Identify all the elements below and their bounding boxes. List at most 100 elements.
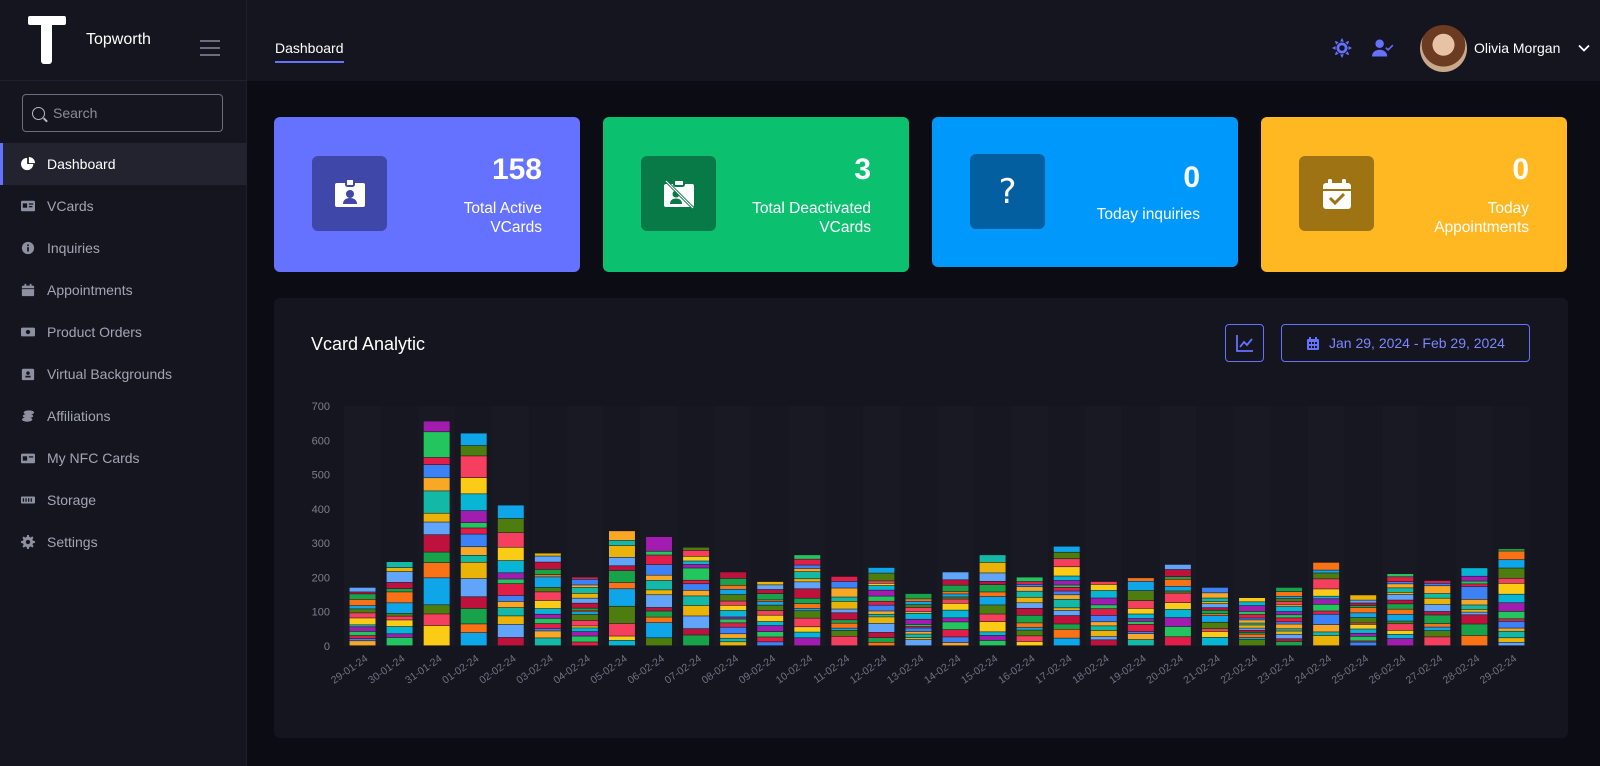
stat-card-today-inquiries[interactable]: ? 0 Today inquiries xyxy=(932,117,1238,267)
bar-segment xyxy=(423,562,450,578)
bar-segment xyxy=(794,604,821,609)
bar-segment xyxy=(1387,574,1414,577)
bar-segment xyxy=(942,618,969,622)
x-tick-label: 06-02-24 xyxy=(625,653,666,687)
x-tick-label: 24-02-24 xyxy=(1293,653,1334,687)
x-tick-label: 19-02-24 xyxy=(1107,653,1148,687)
bar-segment xyxy=(571,612,598,615)
x-tick-label: 25-02-24 xyxy=(1330,653,1371,687)
date-range-picker[interactable]: Jan 29, 2024 - Feb 29, 2024 xyxy=(1281,324,1530,362)
bar-segment xyxy=(720,578,747,585)
sidebar-item-my-nfc-cards[interactable]: My NFC Cards xyxy=(0,437,247,479)
bar-segment xyxy=(460,632,487,646)
tab-dashboard[interactable]: Dashboard xyxy=(275,40,344,63)
bar-segment xyxy=(1387,638,1414,646)
bar-segment xyxy=(646,580,673,590)
bar xyxy=(1313,562,1340,646)
sidebar-item-vcards[interactable]: VCards xyxy=(0,185,247,227)
bar-segment xyxy=(1276,587,1303,592)
bar-segment xyxy=(1461,615,1488,624)
chevron-down-icon[interactable] xyxy=(1578,42,1590,54)
bar-segment xyxy=(1090,605,1117,609)
bar-segment xyxy=(1276,596,1303,599)
bar-segment xyxy=(868,583,895,586)
bar-segment xyxy=(1016,597,1043,603)
bar-segment xyxy=(868,601,895,605)
sidebar-item-affiliations[interactable]: Affiliations xyxy=(0,395,247,437)
avatar[interactable] xyxy=(1420,25,1467,72)
bar-segment xyxy=(1498,611,1525,619)
bar-segment xyxy=(1053,576,1080,581)
bar-segment xyxy=(868,581,895,584)
bar-segment xyxy=(497,616,524,625)
sidebar-item-storage[interactable]: Storage xyxy=(0,479,247,521)
bar-segment xyxy=(1313,579,1340,589)
search-input[interactable] xyxy=(53,105,213,121)
menu-toggle-icon[interactable] xyxy=(200,40,220,61)
bar-segment xyxy=(1276,618,1303,622)
sidebar-item-appointments[interactable]: Appointments xyxy=(0,269,247,311)
sidebar-item-dashboard[interactable]: Dashboard xyxy=(0,143,247,185)
bar-segment xyxy=(757,600,784,602)
brand[interactable]: Topworth xyxy=(0,0,246,81)
bar xyxy=(868,567,895,646)
bar-segment xyxy=(1313,599,1340,604)
bar-segment xyxy=(868,585,895,590)
bar-segment xyxy=(1276,605,1303,607)
x-tick-label: 11-02-24 xyxy=(811,653,852,687)
bar-segment xyxy=(979,635,1006,641)
bar-segment xyxy=(1164,609,1191,618)
bar-segment xyxy=(1387,614,1414,621)
stat-card-active-vcards[interactable]: 158 Total Active VCards xyxy=(274,117,580,272)
bar-segment xyxy=(683,568,710,580)
bar-segment xyxy=(1350,641,1377,642)
bar-segment xyxy=(1127,624,1154,632)
x-tick-label: 14-02-24 xyxy=(922,653,963,687)
x-tick-label: 17-02-24 xyxy=(1033,653,1074,687)
bar xyxy=(683,547,710,646)
bar-segment xyxy=(720,623,747,627)
sidebar-item-product-orders[interactable]: Product Orders xyxy=(0,311,247,353)
user-check-icon[interactable] xyxy=(1372,37,1394,59)
bar-segment xyxy=(646,555,673,565)
bar-segment xyxy=(757,625,784,632)
bar-segment xyxy=(757,601,784,605)
sidebar-item-inquiries[interactable]: Inquiries xyxy=(0,227,247,269)
stat-card-deactivated-vcards[interactable]: 3 Total Deactivated VCards xyxy=(603,117,909,272)
sidebar-item-settings[interactable]: Settings xyxy=(0,521,247,563)
sidebar-item-virtual-backgrounds[interactable]: Virtual Backgrounds xyxy=(0,353,247,395)
bar-segment xyxy=(1498,638,1525,643)
plot-band xyxy=(603,406,641,646)
theme-toggle-icon[interactable] xyxy=(1331,37,1353,59)
bar-segment xyxy=(1313,611,1340,614)
bar xyxy=(1350,595,1377,646)
x-tick-label: 03-02-24 xyxy=(514,653,555,687)
bar-segment xyxy=(349,592,376,594)
bar-segment xyxy=(905,628,932,632)
bar-segment xyxy=(423,605,450,614)
bar-segment xyxy=(534,569,561,575)
bar-segment xyxy=(1424,630,1451,637)
bar-segment xyxy=(460,477,487,494)
bar-segment xyxy=(942,591,969,594)
stat-value: 0 xyxy=(1183,161,1200,194)
bar-segment xyxy=(1090,640,1117,646)
bar-segment xyxy=(1239,605,1266,612)
stat-value: 0 xyxy=(1512,153,1529,186)
bar-segment xyxy=(534,587,561,592)
bar xyxy=(646,536,673,646)
bar-segment xyxy=(1387,592,1414,595)
bar-segment xyxy=(905,637,932,640)
user-name[interactable]: Olivia Morgan xyxy=(1474,40,1561,56)
chart-type-button[interactable] xyxy=(1225,324,1264,362)
topworth-logo xyxy=(28,16,68,64)
x-tick-label: 27-02-24 xyxy=(1404,653,1445,687)
bar-segment xyxy=(683,547,710,551)
bar-segment xyxy=(1053,567,1080,576)
bar-segment xyxy=(1350,607,1377,613)
calendar-icon xyxy=(21,283,35,297)
stat-card-today-appointments[interactable]: 0 Today Appointments xyxy=(1261,117,1567,272)
bar-segment xyxy=(460,555,487,562)
bar-segment xyxy=(423,421,450,432)
bar-segment xyxy=(1053,585,1080,588)
